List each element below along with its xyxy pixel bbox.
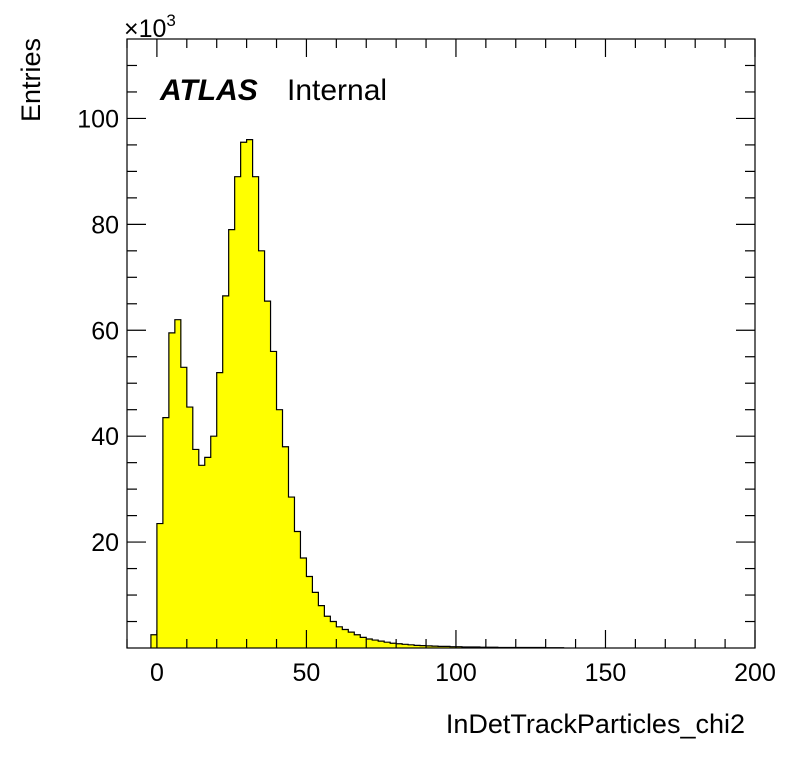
x-tick-label: 100: [435, 659, 477, 687]
histogram-bin: [282, 446, 289, 648]
histogram-bin: [198, 465, 206, 648]
histogram-bin: [455, 646, 463, 648]
histogram-bin: [264, 301, 271, 648]
histogram-bin: [336, 626, 343, 648]
histogram-bin: [384, 642, 391, 648]
histogram-bin: [360, 637, 367, 648]
atlas-label: ATLAS: [159, 74, 258, 107]
x-tick-label: 50: [293, 659, 321, 687]
plot-frame: [126, 38, 756, 649]
y-axis-title: Entries: [16, 38, 46, 122]
y-tick-label: 100: [77, 105, 119, 133]
x-axis-title: InDetTrackParticles_chi2: [446, 709, 745, 739]
histogram-bin: [180, 367, 188, 648]
histogram-bin: [408, 644, 415, 648]
histogram-bin: [192, 449, 200, 648]
histogram-bin: [252, 176, 259, 648]
histogram-bin: [156, 523, 164, 648]
histogram-bin: [432, 646, 439, 648]
histogram-bin: [294, 531, 301, 648]
histogram-bin: [210, 436, 218, 648]
histogram-bin: [174, 319, 182, 648]
histogram-bin: [258, 250, 265, 648]
histogram-bin: [354, 634, 361, 648]
histogram-bin: [402, 644, 409, 648]
histogram-bin: [342, 629, 349, 648]
histogram-bin: [420, 645, 427, 648]
histogram-bin: [276, 409, 283, 648]
histogram-bin: [366, 638, 373, 648]
histogram-bin: [438, 646, 445, 648]
x-tick-label: 150: [585, 659, 627, 687]
histogram-bin: [443, 646, 451, 648]
histogram-bin: [306, 576, 313, 648]
histogram-bin: [396, 643, 403, 648]
histogram-bin: [150, 634, 158, 648]
histogram-bin: [216, 372, 224, 648]
histogram-bin: [228, 229, 236, 648]
histogram-bin: [312, 592, 319, 648]
histogram-bin: [426, 645, 433, 648]
histogram-bin: [186, 407, 194, 648]
y-multiplier: ×103: [124, 11, 176, 43]
histogram-bin: [240, 142, 248, 649]
histogram-outline: [150, 139, 565, 649]
histogram-bin: [270, 351, 277, 648]
histogram-bars: [150, 139, 565, 649]
histogram-bin: [390, 643, 397, 648]
histogram-bin: [222, 295, 230, 648]
y-tick-label: 60: [91, 317, 119, 345]
y-tick-label: 20: [91, 529, 119, 557]
histogram-bin: [330, 621, 337, 648]
x-tick-labels: 0 50 100 150 200: [150, 659, 776, 687]
histogram-bin: [378, 641, 385, 648]
histogram-bin: [324, 616, 331, 648]
histogram-bin: [288, 497, 295, 648]
y-tick-labels: 20 40 60 80 100: [77, 105, 119, 557]
histogram-bin: [318, 605, 325, 648]
internal-label: Internal: [287, 74, 387, 107]
histogram-bin: [348, 632, 355, 648]
histogram-bin: [162, 417, 170, 648]
histogram-bin: [168, 332, 176, 648]
x-tick-label: 0: [150, 659, 164, 687]
histogram-bin: [246, 139, 253, 649]
histogram-bin: [300, 557, 307, 648]
y-tick-label: 80: [91, 211, 119, 239]
x-tick-label: 200: [734, 659, 776, 687]
histogram-bin: [234, 176, 242, 648]
histogram-bin: [449, 646, 457, 648]
axis-ticks: [126, 39, 756, 648]
histogram-bin: [204, 457, 212, 648]
y-tick-label: 40: [91, 423, 119, 451]
histogram-bin: [372, 640, 379, 648]
histogram-bin: [414, 645, 421, 648]
